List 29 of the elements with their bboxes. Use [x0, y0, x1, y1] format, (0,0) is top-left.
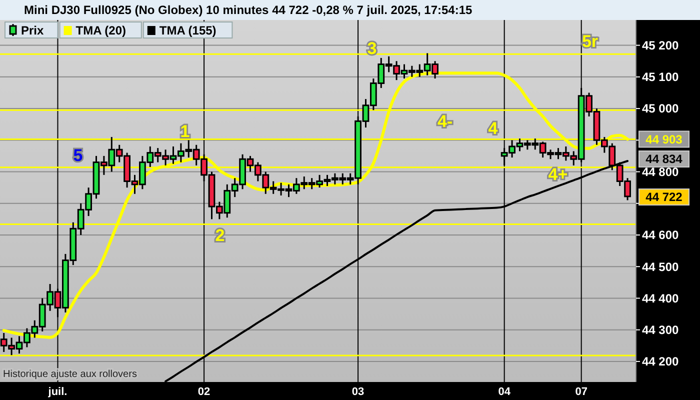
y-tick-label: 44 200	[642, 354, 680, 369]
legend-label: TMA (155)	[159, 24, 216, 38]
x-tick-label: 07	[575, 386, 588, 398]
annotation: 4-	[437, 112, 453, 131]
y-tick-label: 44 300	[642, 323, 680, 338]
annotation: 3	[367, 38, 377, 58]
annotation: 4+	[548, 164, 568, 184]
text: 44 722	[646, 190, 683, 204]
x-tick-label: 02	[198, 386, 210, 398]
y-tick-label: 44 600	[642, 228, 680, 242]
x-tick-label: juil.	[47, 386, 68, 398]
y-tick-label: 45 000	[642, 102, 680, 116]
y-tick-label: 44 400	[642, 291, 680, 306]
text: 44 834	[646, 152, 683, 166]
legend-label: TMA (20)	[76, 24, 126, 38]
legend-label: Prix	[21, 24, 44, 38]
y-tick-label: 45 100	[642, 70, 680, 84]
x-tick-label: 04	[498, 386, 512, 398]
y-tick-label: 45 200	[642, 38, 680, 52]
chart-title: Mini DJ30 Full0925 (No Globex) 10 minutes 44 722 -0,28 % 7 juil. 2025, 17:54:15	[24, 3, 473, 17]
y-tick-label: 44 800	[642, 164, 680, 179]
annotation: 5r	[582, 32, 598, 51]
annotation: 1	[180, 122, 190, 141]
x-tick-label: 03	[352, 386, 364, 398]
annotation: 2	[215, 226, 225, 245]
y-tick-label: 44 500	[642, 260, 680, 274]
annotation: 4	[488, 118, 498, 138]
ref-line-label: 44 903	[646, 132, 683, 146]
annotation: 5	[73, 146, 83, 165]
